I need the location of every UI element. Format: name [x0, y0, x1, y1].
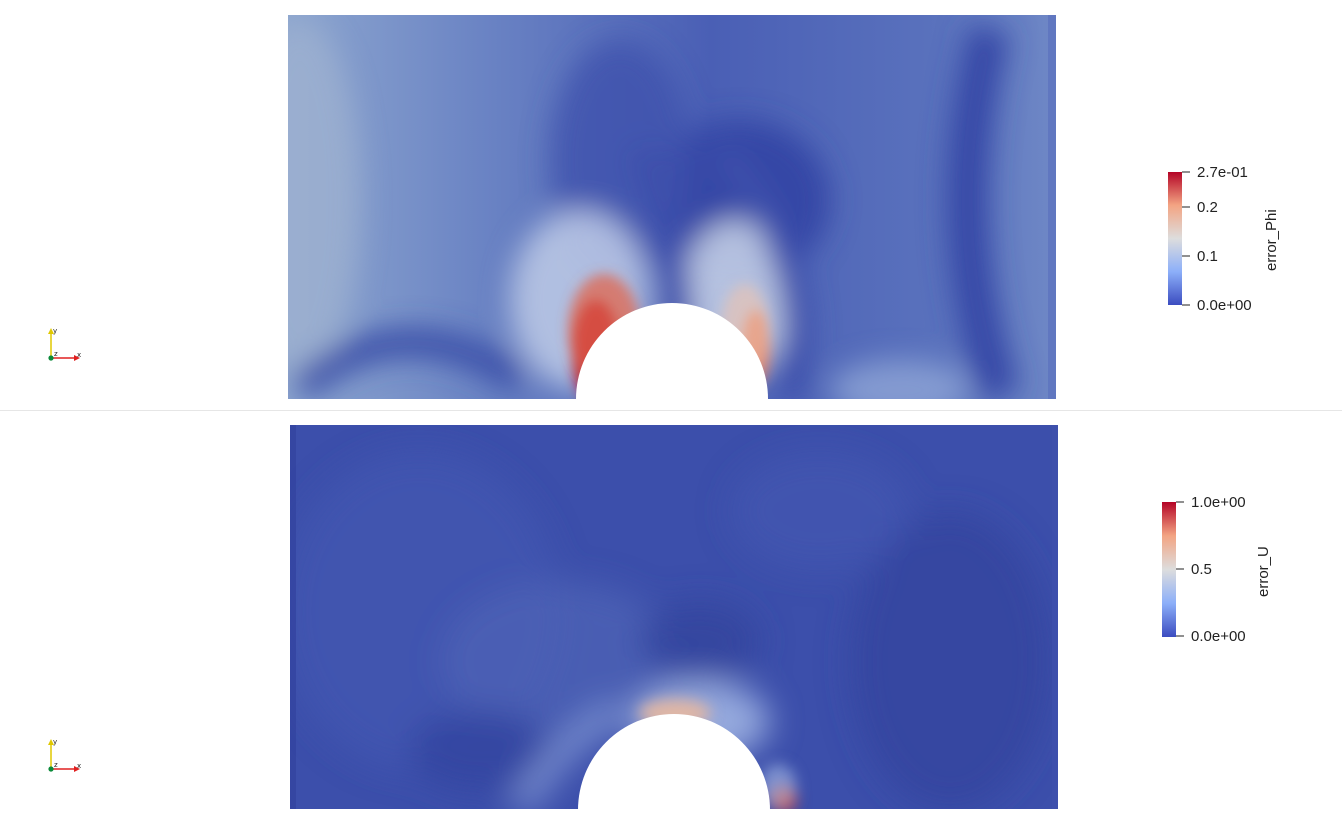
- render-view-bottom[interactable]: 1.0e+00 0.5 0.0e+00 error_U y z x: [0, 411, 1342, 821]
- colorbar-tick-label: 0.2: [1197, 199, 1218, 216]
- colorbar-gradient: [1168, 172, 1182, 305]
- colorbar-max-label: 2.7e-01: [1197, 164, 1248, 181]
- colorbar-tick-label: 0.5: [1191, 561, 1212, 578]
- z-axis-label: z: [54, 761, 58, 769]
- x-axis-label: x: [77, 762, 81, 770]
- orientation-axes: y z x: [48, 327, 81, 361]
- x-axis-label: x: [77, 351, 81, 359]
- colorbar-tick-label: 0.1: [1197, 248, 1218, 265]
- y-axis-label: y: [53, 327, 57, 335]
- z-axis-dot: [48, 766, 54, 772]
- y-axis-label: y: [53, 738, 57, 746]
- orientation-axes: y z x: [48, 738, 81, 772]
- colorbar-max-label: 1.0e+00: [1191, 494, 1246, 511]
- hole-cutout: [576, 303, 768, 399]
- hole-cutout: [578, 714, 770, 809]
- colorbar-min-label: 0.0e+00: [1197, 297, 1252, 314]
- z-axis-label: z: [54, 350, 58, 358]
- colorbar-title: error_Phi: [1263, 209, 1280, 271]
- error-u-plot[interactable]: 1.0e+00 0.5 0.0e+00 error_U y z x: [0, 411, 1342, 821]
- colorbar-error-u: 1.0e+00 0.5 0.0e+00 error_U: [1162, 494, 1272, 645]
- error-u-field: [290, 425, 1058, 809]
- colorbar-title: error_U: [1255, 546, 1272, 597]
- z-axis-dot: [48, 355, 54, 361]
- colorbar-gradient: [1162, 502, 1176, 637]
- colorbar-min-label: 0.0e+00: [1191, 628, 1246, 645]
- view-splitter[interactable]: [0, 410, 1342, 411]
- render-view-top[interactable]: 2.7e-01 0.2 0.1 0.0e+00 error_Phi y z x: [0, 0, 1342, 410]
- colorbar-error-phi: 2.7e-01 0.2 0.1 0.0e+00 error_Phi: [1168, 164, 1280, 314]
- error-phi-plot[interactable]: 2.7e-01 0.2 0.1 0.0e+00 error_Phi y z x: [0, 0, 1342, 410]
- error-phi-field: [288, 15, 1056, 399]
